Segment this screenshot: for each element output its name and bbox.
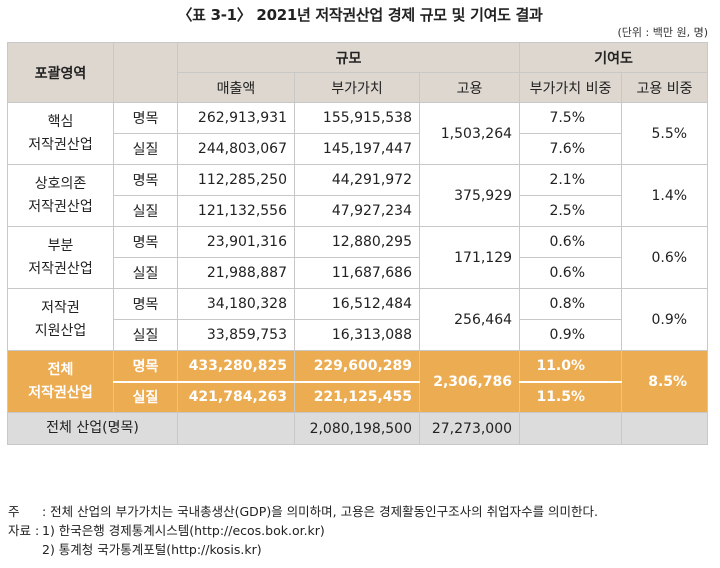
sales-cell: 244,803,067 bbox=[177, 133, 295, 165]
value-added-cell: 229,600,289 bbox=[294, 350, 420, 382]
emp-share-cell: 5.5% bbox=[621, 102, 709, 165]
sales-cell: 433,280,825 bbox=[177, 350, 295, 382]
unit-note: (단위 : 백만 원, 명) bbox=[617, 26, 709, 39]
row-category: 부분 저작권산업 bbox=[7, 226, 114, 289]
table-row: 실질 33,859,753 16,313,088 0.9% bbox=[8, 319, 708, 351]
table-row: 실질 121,132,556 47,927,234 2.5% bbox=[8, 195, 708, 227]
value-added-cell: 16,512,484 bbox=[294, 288, 420, 320]
note-line: 주 : 전체 산업의 부가가치는 국내총생산(GDP)을 의미하며, 고용은 경제… bbox=[8, 502, 598, 521]
emp-share-cell: 0.6% bbox=[621, 226, 709, 289]
value-added-cell: 44,291,972 bbox=[294, 164, 420, 196]
total-label: 전체 산업(명목) bbox=[7, 412, 178, 445]
header-employment: 고용 bbox=[418, 72, 521, 103]
sales-cell: 23,901,316 bbox=[177, 226, 295, 258]
source-2: 2) 통계청 국가통계포털(http://kosis.kr) bbox=[42, 542, 262, 557]
value-added-cell: 11,687,686 bbox=[294, 257, 420, 289]
source-label: 자료 : bbox=[8, 523, 40, 538]
row-type: 실질 bbox=[113, 195, 178, 227]
va-share-cell: 0.9% bbox=[519, 319, 623, 351]
value-added-cell: 12,880,295 bbox=[294, 226, 420, 258]
sales-cell: 421,784,263 bbox=[177, 380, 295, 413]
va-share-cell: 11.5% bbox=[519, 380, 623, 413]
sales-cell: 121,132,556 bbox=[177, 195, 295, 227]
value-added-cell: 16,313,088 bbox=[294, 319, 420, 351]
va-share-cell: 0.6% bbox=[519, 226, 623, 258]
total-emp-share-empty bbox=[621, 412, 709, 445]
row-type: 명목 bbox=[113, 350, 178, 382]
emp-share-cell: 0.9% bbox=[621, 288, 709, 351]
table-title: 〈표 3-1〉 2021년 저작권산업 경제 규모 및 기여도 결과 bbox=[177, 6, 543, 24]
sales-cell: 262,913,931 bbox=[177, 102, 295, 134]
sales-cell: 33,859,753 bbox=[177, 319, 295, 351]
va-share-cell: 2.5% bbox=[519, 195, 623, 227]
value-added-cell: 145,197,447 bbox=[294, 133, 420, 165]
row-type: 실질 bbox=[113, 133, 178, 165]
value-added-cell: 221,125,455 bbox=[294, 380, 420, 413]
employment-cell: 171,129 bbox=[418, 226, 521, 289]
table-row: 핵심 저작권산업 명목 262,913,931 155,915,538 1,503… bbox=[7, 102, 709, 165]
note-label: 주 bbox=[8, 504, 20, 519]
table-row: 실질 21,988,887 11,687,686 0.6% bbox=[8, 257, 708, 289]
sales-cell: 21,988,887 bbox=[177, 257, 295, 289]
row-type: 실질 bbox=[113, 319, 178, 351]
va-share-cell: 7.5% bbox=[519, 102, 623, 134]
sales-cell: 34,180,328 bbox=[177, 288, 295, 320]
value-added-cell: 155,915,538 bbox=[294, 102, 420, 134]
table-row-highlight: 실질 421,784,263 221,125,455 11.5% bbox=[8, 380, 708, 413]
row-type: 명목 bbox=[113, 102, 178, 134]
table-row: 상호의존 저작권산업 명목 112,285,250 44,291,972 375,… bbox=[7, 164, 709, 227]
row-category: 전체 저작권산업 bbox=[7, 350, 114, 413]
header-blank bbox=[113, 42, 178, 103]
header-value-added: 부가가치 bbox=[294, 72, 420, 103]
data-table: 포괄영역 규모 기여도 매출액 부가가치 고용 부가가치 비중 고용 비중 핵심… bbox=[7, 42, 709, 445]
row-type: 실질 bbox=[113, 257, 178, 289]
sales-cell: 112,285,250 bbox=[177, 164, 295, 196]
header-va-share: 부가가치 비중 bbox=[519, 72, 623, 103]
table-row: 저작권 지원산업 명목 34,180,328 16,512,484 256,464… bbox=[7, 288, 709, 351]
emp-share-cell: 1.4% bbox=[621, 164, 709, 227]
note-text: : 전체 산업의 부가가치는 국내총생산(GDP)을 의미하며, 고용은 경제활… bbox=[42, 504, 599, 519]
total-va-share-empty bbox=[519, 412, 623, 445]
va-share-cell: 2.1% bbox=[519, 164, 623, 196]
table-row: 실질 244,803,067 145,197,447 7.6% bbox=[8, 133, 708, 165]
employment-cell: 2,306,786 bbox=[418, 350, 521, 413]
va-share-cell: 0.6% bbox=[519, 257, 623, 289]
row-type: 명목 bbox=[113, 288, 178, 320]
table-row-highlight: 전체 저작권산업 명목 433,280,825 229,600,289 2,306… bbox=[7, 350, 709, 413]
total-sales-empty bbox=[177, 412, 295, 445]
row-type: 명목 bbox=[113, 226, 178, 258]
total-value-added: 2,080,198,500 bbox=[294, 412, 420, 445]
total-employment: 27,273,000 bbox=[418, 412, 521, 445]
va-share-cell: 0.8% bbox=[519, 288, 623, 320]
header-scale: 규모 bbox=[176, 42, 521, 73]
header-emp-share: 고용 비중 bbox=[621, 72, 709, 103]
employment-cell: 1,503,264 bbox=[418, 102, 521, 165]
employment-cell: 375,929 bbox=[418, 164, 521, 227]
emp-share-cell: 8.5% bbox=[621, 350, 709, 413]
table-row: 부분 저작권산업 명목 23,901,316 12,880,295 171,129… bbox=[7, 226, 709, 289]
header-sales: 매출액 bbox=[177, 72, 295, 103]
employment-cell: 256,464 bbox=[418, 288, 521, 351]
va-share-cell: 11.0% bbox=[519, 350, 623, 382]
value-added-cell: 47,927,234 bbox=[294, 195, 420, 227]
row-category: 핵심 저작권산업 bbox=[7, 102, 114, 165]
source-line-2: 2) 통계청 국가통계포털(http://kosis.kr) bbox=[8, 540, 598, 559]
header-contribution: 기여도 bbox=[519, 42, 709, 73]
row-category: 상호의존 저작권산업 bbox=[7, 164, 114, 227]
source-1: 1) 한국은행 경제통계시스템(http://ecos.bok.or.kr) bbox=[42, 523, 325, 538]
header-category: 포괄영역 bbox=[7, 42, 114, 103]
source-line-1: 자료 :1) 한국은행 경제통계시스템(http://ecos.bok.or.k… bbox=[8, 521, 598, 540]
total-row: 전체 산업(명목) 2,080,198,500 27,273,000 bbox=[7, 412, 709, 445]
row-type: 실질 bbox=[113, 380, 178, 413]
va-share-cell: 7.6% bbox=[519, 133, 623, 165]
row-category: 저작권 지원산업 bbox=[7, 288, 114, 351]
footnotes: 주 : 전체 산업의 부가가치는 국내총생산(GDP)을 의미하며, 고용은 경제… bbox=[8, 502, 598, 559]
row-type: 명목 bbox=[113, 164, 178, 196]
